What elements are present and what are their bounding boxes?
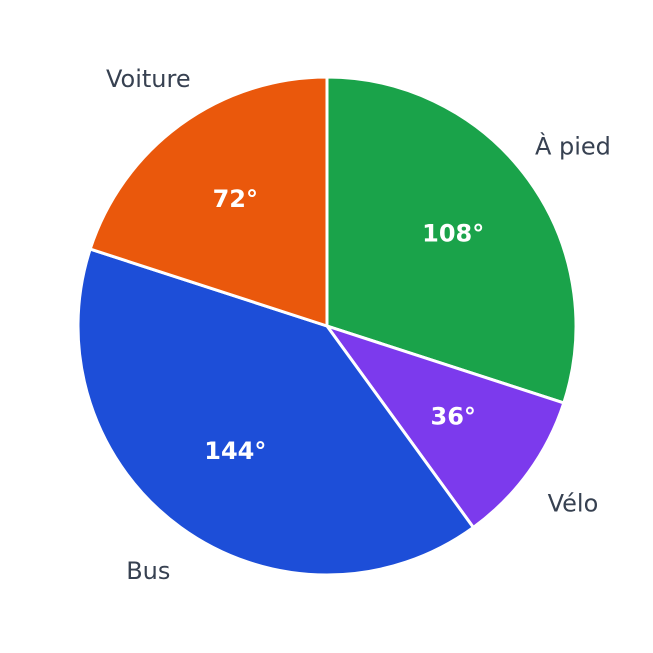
pie-slice [88, 75, 329, 329]
pie-slice [325, 75, 578, 405]
value-label: 36° [431, 403, 476, 431]
slice-label: Bus [126, 557, 170, 585]
slice-label: Voiture [106, 65, 191, 93]
slice-label: Vélo [548, 490, 599, 518]
pie-slice [76, 247, 476, 577]
value-label: 108° [422, 219, 484, 247]
value-label: 144° [204, 437, 266, 465]
value-label: 72° [213, 185, 258, 213]
pie-slice [323, 323, 566, 530]
slice-label: À pied [535, 131, 611, 160]
